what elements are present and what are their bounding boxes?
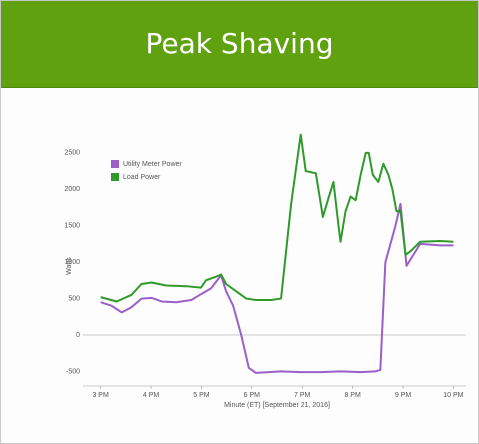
header-band: Peak Shaving bbox=[1, 1, 478, 88]
legend-swatch bbox=[111, 173, 119, 181]
x-tick-label: 6 PM bbox=[244, 392, 261, 399]
x-tick-label: 4 PM bbox=[143, 392, 160, 399]
y-tick-label: 2000 bbox=[64, 186, 80, 193]
x-axis-label: Minute (ET) [September 21, 2016] bbox=[224, 402, 330, 409]
x-tick-label: 10 PM bbox=[443, 392, 463, 399]
y-tick-label: 500 bbox=[68, 295, 80, 302]
x-tick-label: 5 PM bbox=[193, 392, 210, 399]
y-tick-label: 2500 bbox=[64, 150, 80, 157]
x-tick-label: 8 PM bbox=[344, 392, 361, 399]
x-tick-label: 3 PM bbox=[92, 392, 109, 399]
x-tick-label: 7 PM bbox=[294, 392, 311, 399]
legend-swatch bbox=[111, 160, 119, 168]
y-axis-label: Watts bbox=[66, 257, 73, 275]
series-line bbox=[100, 133, 454, 303]
x-tick-label: 9 PM bbox=[395, 392, 412, 399]
y-tick-label: 1000 bbox=[64, 259, 80, 266]
y-tick-label: 0 bbox=[76, 332, 80, 339]
y-tick-label: -500 bbox=[66, 368, 80, 375]
series-line bbox=[100, 202, 454, 374]
y-tick-label: 1500 bbox=[64, 223, 80, 230]
legend-label: Load Power bbox=[123, 174, 161, 181]
legend-label: Utility Meter Power bbox=[123, 161, 182, 168]
slide-title: Peak Shaving bbox=[145, 27, 334, 60]
